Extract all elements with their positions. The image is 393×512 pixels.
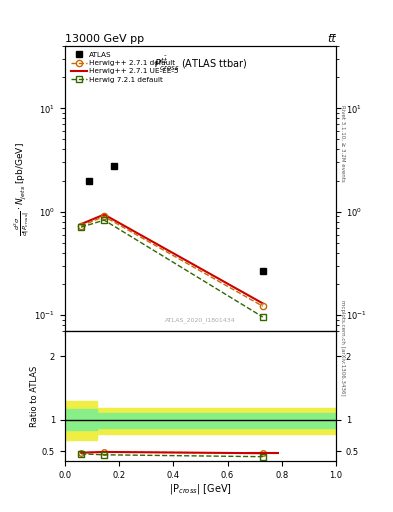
Text: 13000 GeV pp: 13000 GeV pp: [65, 34, 144, 44]
Y-axis label: $\frac{d^{2}\sigma}{d|P_{cross}|} \cdot N_{jets}$ [pb/GeV]: $\frac{d^{2}\sigma}{d|P_{cross}|} \cdot …: [12, 142, 31, 236]
X-axis label: |P$_{cross}$| [GeV]: |P$_{cross}$| [GeV]: [169, 482, 232, 496]
Text: tt̅: tt̅: [327, 34, 336, 44]
Text: $P_{cross}^{t\bar{t}}$ (ATLAS ttbar): $P_{cross}^{t\bar{t}}$ (ATLAS ttbar): [154, 55, 247, 73]
Text: mcplots.cern.ch [arXiv:1306.3436]: mcplots.cern.ch [arXiv:1306.3436]: [340, 301, 345, 396]
Y-axis label: Ratio to ATLAS: Ratio to ATLAS: [30, 366, 39, 426]
Text: ATLAS_2020_I1801434: ATLAS_2020_I1801434: [165, 317, 236, 323]
Text: Rivet 3.1.10, ≥ 3.2M events: Rivet 3.1.10, ≥ 3.2M events: [340, 105, 345, 182]
Legend: ATLAS, Herwig++ 2.7.1 default, Herwig++ 2.7.1 UE-EE-5, Herwig 7.2.1 default: ATLAS, Herwig++ 2.7.1 default, Herwig++ …: [68, 50, 181, 85]
